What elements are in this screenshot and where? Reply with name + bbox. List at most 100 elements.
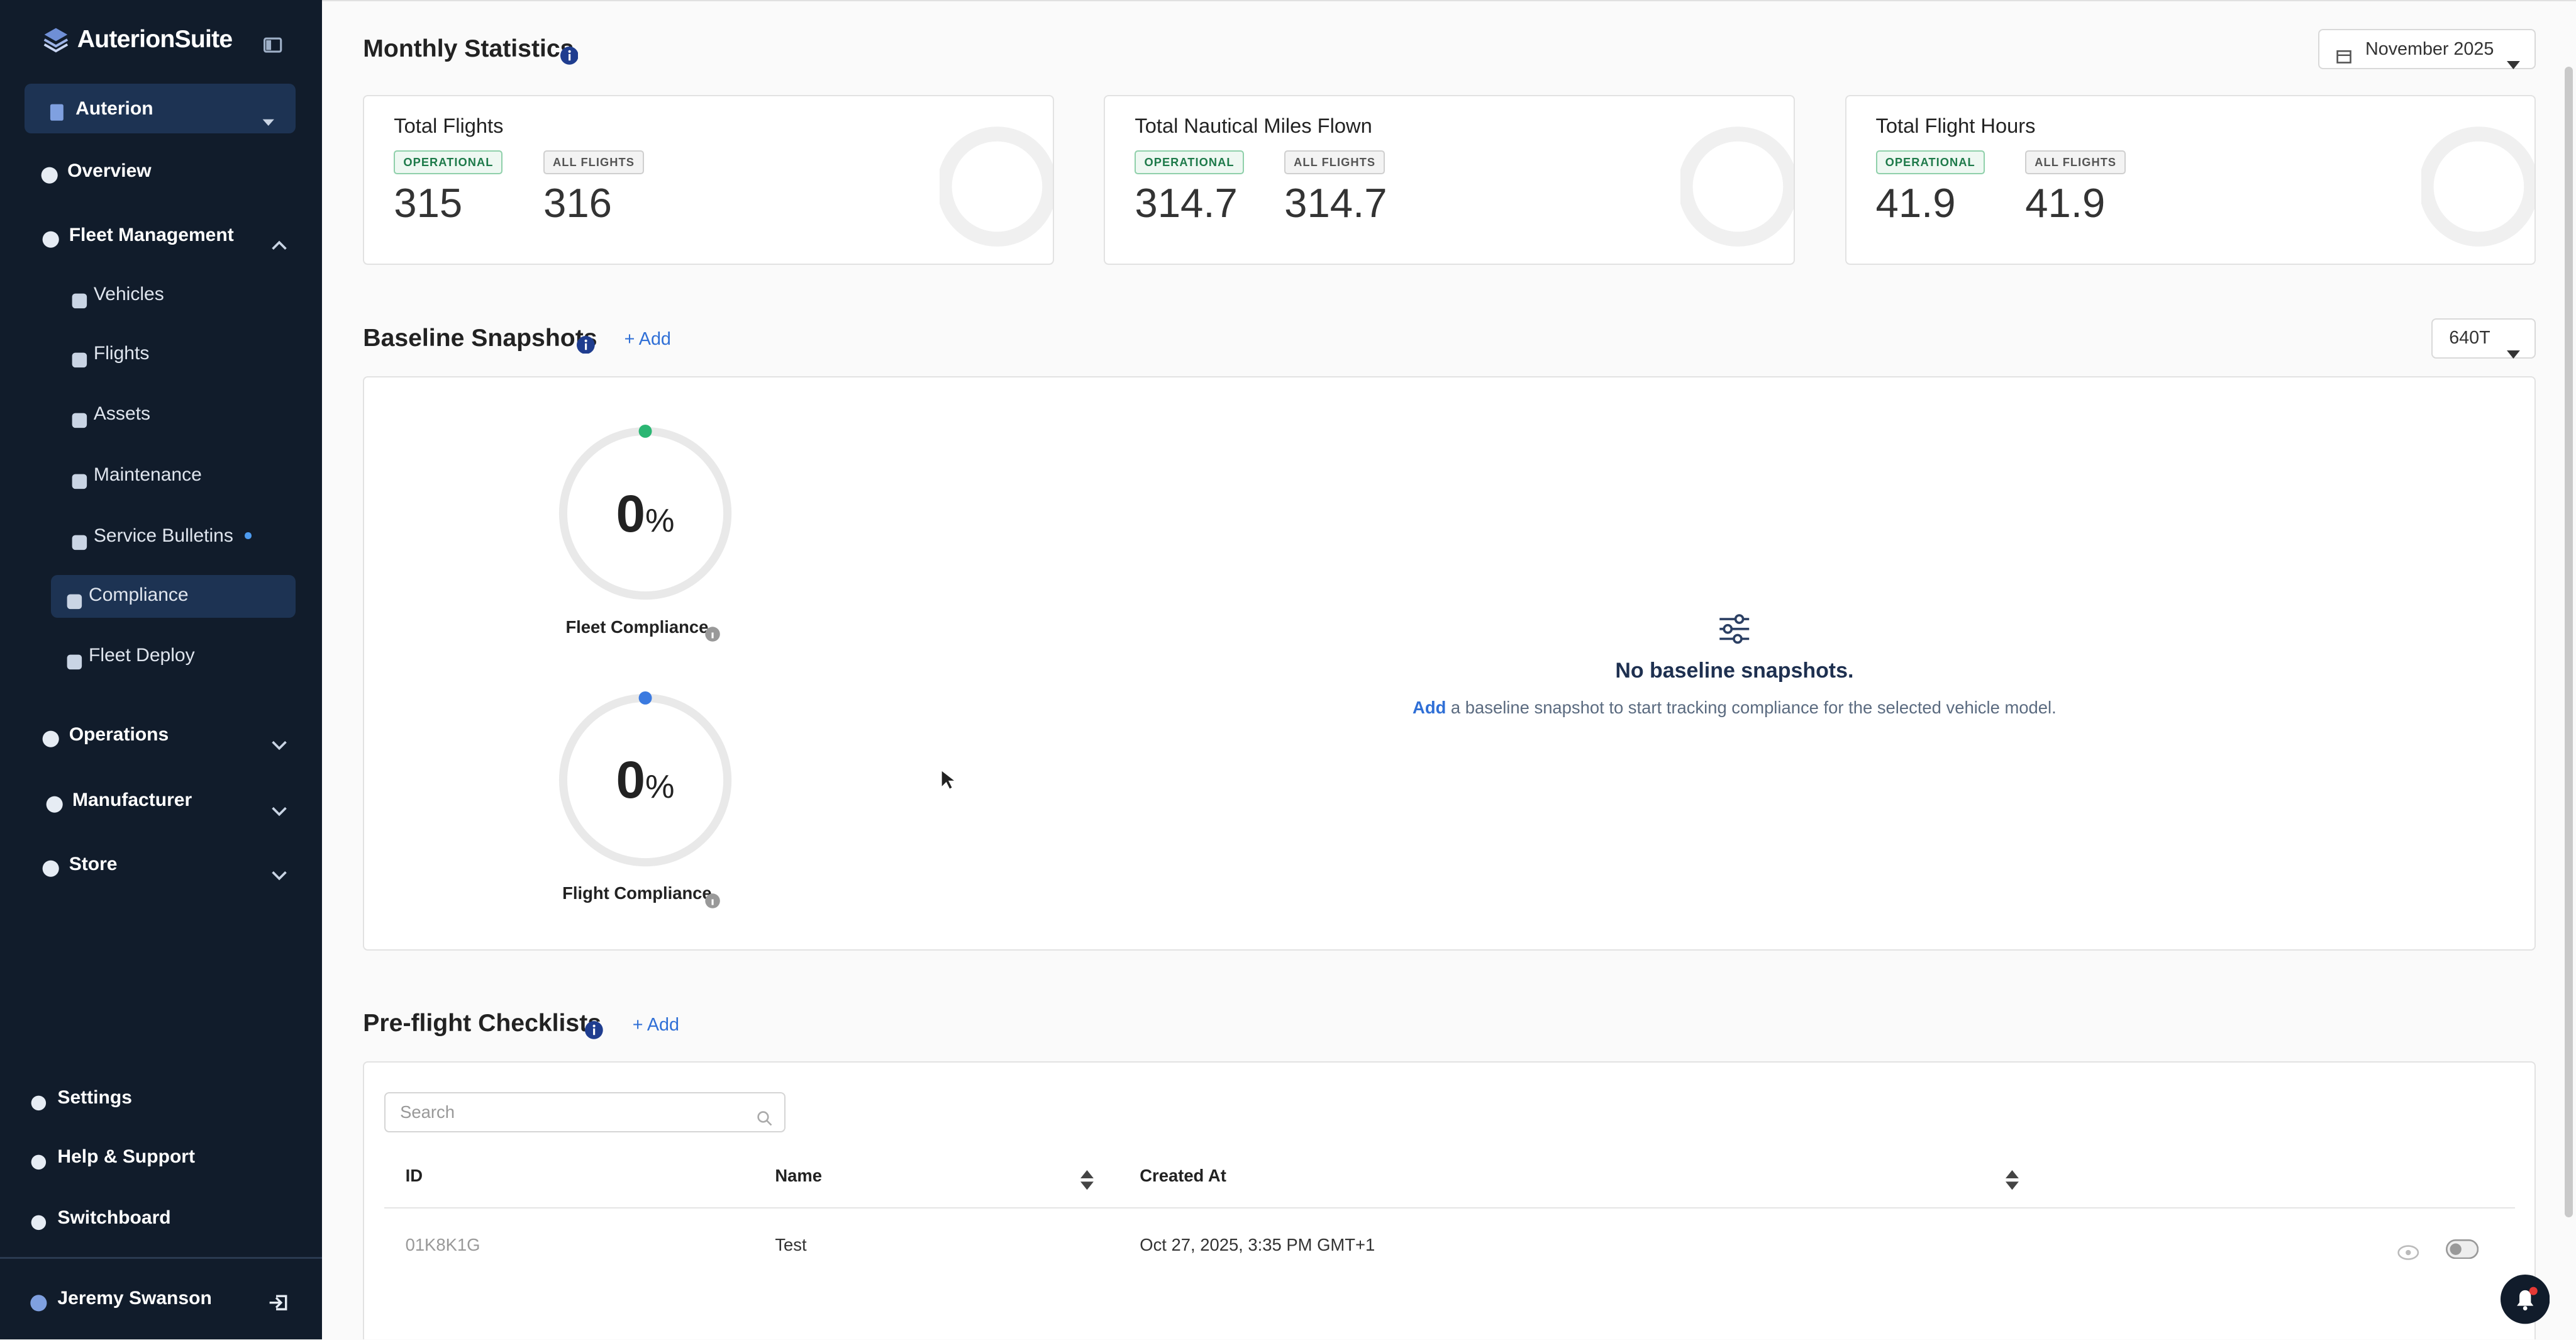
add-button[interactable]: + Add xyxy=(625,327,671,353)
info-icon-glyph xyxy=(584,1021,603,1039)
search-input[interactable]: Search xyxy=(384,1092,786,1132)
nav-item[interactable]: Overview xyxy=(67,160,152,181)
nav-icon-glyph xyxy=(42,730,60,747)
view-button[interactable] xyxy=(2397,1237,2420,1260)
nav-chevron[interactable] xyxy=(271,728,287,751)
nav-sub-item[interactable]: Compliance xyxy=(89,584,189,605)
brand-logo-glyph xyxy=(43,28,69,53)
month-selector[interactable]: November 2025 xyxy=(2318,29,2536,70)
gauge-number: 0 xyxy=(616,484,645,544)
empty-state-link[interactable]: Add xyxy=(1413,697,1446,717)
table-cell: Test xyxy=(775,1234,807,1254)
nav-sub-icon xyxy=(70,345,89,367)
table-cell: 01K8K1G xyxy=(405,1234,480,1254)
sort-icon[interactable] xyxy=(2005,1166,2019,1190)
nav-item[interactable]: Operations xyxy=(69,723,169,745)
organization-selector[interactable]: Auterion xyxy=(25,84,296,133)
brand-logo xyxy=(43,26,69,53)
model-caret xyxy=(2506,335,2520,359)
nav-item[interactable]: Settings xyxy=(57,1087,132,1108)
collapse-button[interactable] xyxy=(263,31,282,53)
card-watermark-glyph xyxy=(1677,126,1794,247)
nav-chevron[interactable] xyxy=(271,228,287,250)
nav-sub-icon-glyph xyxy=(72,352,87,367)
gauge-ring xyxy=(557,425,734,602)
nav-sub-item[interactable]: Fleet Deploy xyxy=(89,645,195,666)
nav-icon xyxy=(30,1208,48,1231)
nav-icon xyxy=(41,854,60,877)
all-flights-value: 41.9 xyxy=(2025,179,2106,226)
nav-sub-icon-glyph xyxy=(72,413,87,428)
nav-sub-icon xyxy=(65,647,84,670)
gauge-label: Flight Compliance xyxy=(562,883,712,903)
gauge-unit: % xyxy=(645,503,675,540)
badge-all-flights: ALL FLIGHTS xyxy=(543,150,644,175)
month-label: November 2025 xyxy=(2365,38,2494,59)
section-title: Pre-flight Checklists xyxy=(363,1010,602,1037)
notification-bell[interactable] xyxy=(2500,1275,2550,1324)
sort-icon[interactable] xyxy=(1080,1166,1094,1190)
main-content: Monthly Statistics November 2025 Total Fli… xyxy=(321,0,2576,1339)
column-header[interactable]: Created At xyxy=(1140,1166,1226,1186)
plus-glyph: + xyxy=(624,329,639,350)
table-divider xyxy=(384,1207,2515,1209)
add-label: Add xyxy=(638,329,671,350)
nav-icon xyxy=(45,790,64,813)
sort-icon-glyph xyxy=(2005,1170,2019,1190)
nav-icon xyxy=(41,225,60,248)
model-label: 640T xyxy=(2449,328,2490,349)
badge-operational: OPERATIONAL xyxy=(1875,150,1985,175)
logout-button[interactable] xyxy=(268,1288,287,1310)
nav-sub-item[interactable]: Service Bulletins xyxy=(93,525,233,546)
operational-value: 41.9 xyxy=(1875,179,1956,226)
nav-item[interactable]: Store xyxy=(69,854,118,875)
empty-state-title: No baseline snapshots. xyxy=(1615,659,1854,683)
user-avatar-glyph xyxy=(30,1295,47,1312)
baseline-panel: 0% Fleet Compliance 0% Flight Compliance No … xyxy=(363,376,2536,951)
nav-icon-glyph xyxy=(31,1095,47,1110)
empty-state-description: a baseline snapshot to start tracking co… xyxy=(1446,697,2057,717)
operational-value: 314.7 xyxy=(1135,179,1238,226)
toggle-switch[interactable] xyxy=(2445,1235,2479,1259)
collapse-button-glyph xyxy=(263,37,282,53)
nav-sub-icon xyxy=(70,467,89,489)
all-flights-value: 316 xyxy=(543,179,612,226)
gauge-ring xyxy=(557,691,734,869)
info-icon-gray-glyph xyxy=(705,627,720,642)
nav-item[interactable]: Switchboard xyxy=(57,1207,171,1228)
sidebar: AuterionSuite Auterion Overview Fleet Manag… xyxy=(0,0,322,1339)
gauge-value: 0% xyxy=(579,481,711,556)
nav-sub-icon xyxy=(70,406,89,428)
organization-icon xyxy=(48,99,66,121)
stat-card: Total Flights OPERATIONAL ALL FLIGHTS 315 31… xyxy=(363,94,1054,265)
nav-chevron[interactable] xyxy=(271,794,287,817)
divider xyxy=(0,1257,322,1259)
gauge-number: 0 xyxy=(616,750,645,810)
add-button[interactable]: + Add xyxy=(633,1012,679,1039)
notification-bell-glyph xyxy=(2500,1275,2550,1324)
nav-sub-icon xyxy=(70,528,89,550)
user-name[interactable]: Jeremy Swanson xyxy=(57,1287,212,1309)
nav-sub-item[interactable]: Maintenance xyxy=(93,464,202,486)
nav-sub-item[interactable]: Flights xyxy=(93,342,150,364)
nav-sub-item[interactable]: Assets xyxy=(93,403,151,425)
nav-chevron[interactable] xyxy=(271,858,287,880)
section-title: Baseline Snapshots xyxy=(363,324,597,352)
card-watermark-glyph xyxy=(2418,126,2535,247)
nav-sub-item[interactable]: Vehicles xyxy=(93,283,164,304)
info-icon xyxy=(560,41,579,65)
search-placeholder: Search xyxy=(400,1102,455,1122)
search-icon-glyph xyxy=(757,1111,772,1126)
nav-item[interactable]: Manufacturer xyxy=(72,790,192,811)
organization-icon-glyph xyxy=(50,104,64,121)
nav-chevron-glyph xyxy=(272,871,287,880)
nav-icon-glyph xyxy=(42,231,60,248)
nav-item[interactable]: Help & Support xyxy=(57,1146,195,1168)
section-title: Monthly Statistics xyxy=(363,35,574,63)
column-header[interactable]: Name xyxy=(775,1166,822,1186)
search-icon xyxy=(757,1103,773,1126)
model-selector[interactable]: 640T xyxy=(2431,318,2536,359)
nav-sub-icon-glyph xyxy=(72,293,87,308)
nav-active-highlight xyxy=(50,575,296,618)
nav-item[interactable]: Fleet Management xyxy=(69,224,234,245)
